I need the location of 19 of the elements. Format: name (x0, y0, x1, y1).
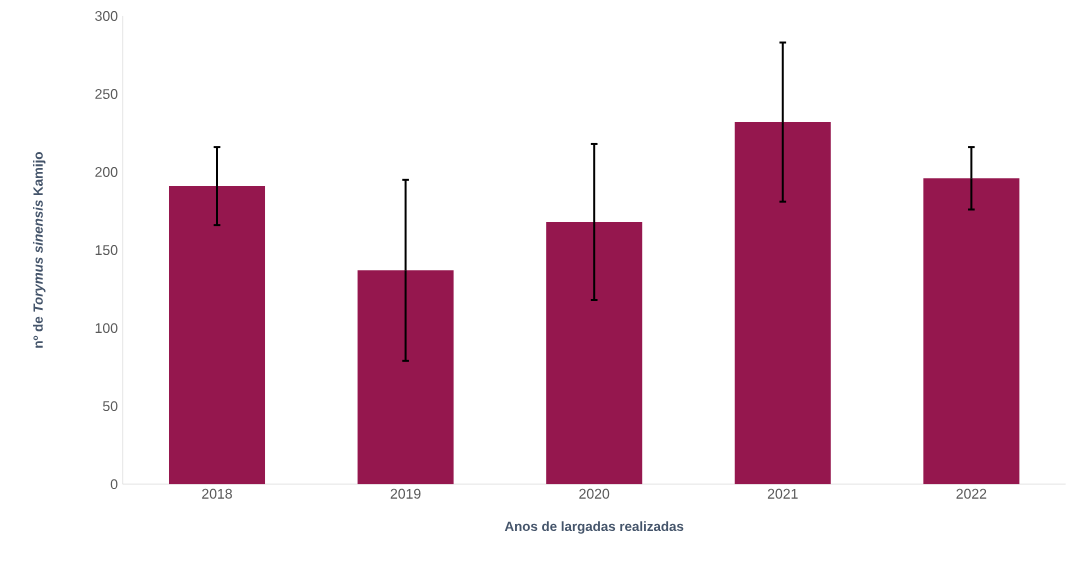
y-tick-label: 100 (95, 323, 118, 334)
y-tick-label: 150 (95, 245, 118, 256)
x-tick-label: 2018 (202, 488, 232, 499)
y-axis-title: nº de Torymus sinensis Kamijo (33, 152, 46, 348)
x-tick-label: 2020 (579, 488, 610, 499)
bar (923, 178, 1020, 485)
x-axis-title: Anos de largadas realizadas (504, 521, 684, 534)
y-tick-label: 300 (95, 11, 118, 22)
x-tick-label: 2019 (390, 488, 421, 499)
bar (357, 270, 454, 485)
y-tick-label: 0 (110, 479, 118, 490)
y-tick-label: 250 (95, 89, 118, 100)
bar (734, 122, 831, 485)
y-tick-label: 200 (95, 167, 118, 178)
y-tick-label: 50 (102, 401, 118, 412)
x-tick-label: 2022 (956, 488, 987, 499)
bar (546, 222, 643, 485)
x-tick-label: 2021 (767, 488, 798, 499)
bar (168, 186, 266, 485)
